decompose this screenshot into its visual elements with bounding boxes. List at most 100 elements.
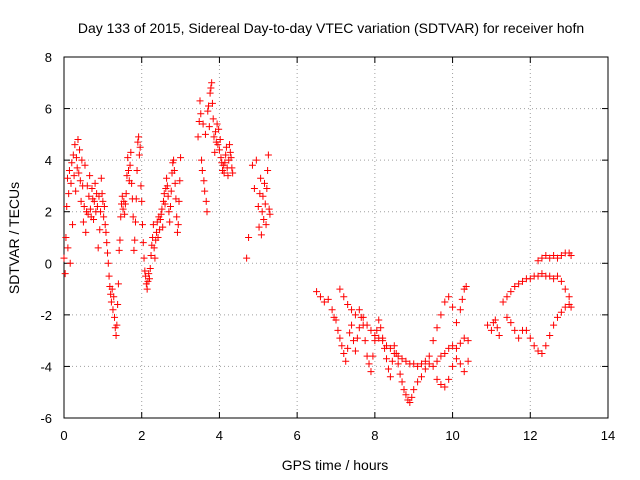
data-point [86, 205, 94, 213]
data-point [437, 311, 445, 319]
data-point [342, 357, 350, 365]
data-point [344, 344, 352, 352]
data-point [103, 239, 111, 247]
data-point [211, 148, 219, 156]
data-point [375, 334, 383, 342]
data-point [526, 334, 534, 342]
data-point [495, 331, 503, 339]
data-point [69, 221, 77, 229]
data-point [198, 156, 206, 164]
data-point [110, 293, 118, 301]
data-point [487, 326, 495, 334]
data-point [118, 192, 126, 200]
data-point [257, 231, 265, 239]
data-point [221, 159, 229, 167]
data-point [135, 151, 143, 159]
data-point [159, 223, 167, 231]
data-point [441, 383, 449, 391]
data-point [126, 161, 134, 169]
data-point [141, 267, 149, 275]
data-point [511, 326, 519, 334]
data-point [90, 215, 98, 223]
data-point [116, 236, 124, 244]
data-point [353, 334, 361, 342]
data-point [62, 234, 70, 241]
data-point [91, 179, 99, 187]
data-point [449, 303, 457, 311]
data-point [140, 254, 148, 262]
data-point [460, 368, 468, 376]
data-point [80, 203, 88, 211]
data-point [170, 166, 178, 174]
data-point [526, 275, 534, 283]
data-point [445, 344, 453, 352]
data-point [261, 200, 269, 208]
data-point [433, 357, 441, 365]
data-point [175, 197, 183, 205]
data-point [226, 141, 234, 149]
data-point [79, 218, 87, 226]
data-point [117, 213, 125, 221]
data-point [546, 254, 554, 262]
data-point [264, 151, 272, 159]
data-point [464, 357, 472, 365]
data-point [170, 156, 178, 164]
data-point [425, 360, 433, 368]
data-point [445, 293, 453, 301]
data-points [60, 79, 575, 407]
data-point [338, 342, 346, 350]
data-point [398, 378, 406, 386]
data-point [130, 246, 138, 254]
data-point [146, 264, 154, 272]
data-point [386, 344, 394, 352]
data-point [112, 331, 120, 339]
data-point [550, 275, 558, 283]
data-point [367, 326, 375, 334]
data-point [324, 295, 332, 303]
data-point [111, 313, 119, 321]
data-point [546, 272, 554, 280]
data-point [204, 107, 212, 115]
data-point [206, 89, 214, 97]
data-point [199, 120, 207, 128]
data-point [216, 136, 224, 144]
data-point [449, 342, 457, 350]
data-point [334, 326, 342, 334]
data-point [224, 172, 232, 180]
data-point [260, 215, 268, 223]
data-point [557, 308, 565, 316]
data-point [200, 177, 208, 185]
data-point [78, 156, 86, 164]
data-point [154, 234, 162, 241]
data-point [167, 187, 175, 195]
data-point [390, 350, 398, 358]
data-point [320, 298, 328, 306]
data-point [538, 350, 546, 358]
data-point [258, 208, 266, 216]
data-point [132, 195, 140, 203]
data-point [316, 293, 324, 301]
data-point [340, 350, 348, 358]
data-point [76, 146, 84, 154]
data-point [129, 213, 137, 221]
data-point [414, 362, 422, 370]
data-point [83, 182, 91, 190]
data-point [550, 252, 558, 260]
x-tick-label: 6 [294, 428, 301, 443]
x-tick-label: 0 [60, 428, 67, 443]
data-point [76, 177, 84, 185]
data-point [66, 259, 74, 267]
data-point [396, 370, 404, 378]
data-point [86, 172, 94, 180]
data-point [139, 239, 147, 247]
data-point [263, 185, 271, 193]
data-point [195, 117, 203, 125]
y-tick-label: -2 [40, 308, 52, 323]
data-point [156, 215, 164, 223]
data-point [173, 213, 181, 221]
data-point [452, 319, 460, 327]
data-point [402, 357, 410, 365]
data-point [100, 213, 108, 221]
data-point [102, 228, 110, 236]
data-point [205, 102, 213, 110]
